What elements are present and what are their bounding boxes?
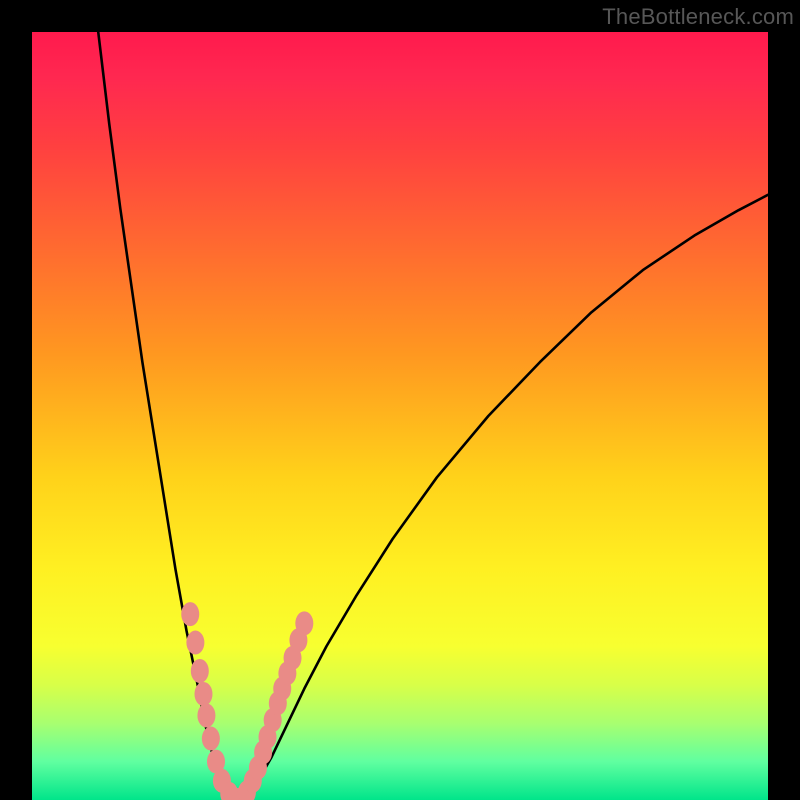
marker-point bbox=[202, 727, 220, 751]
marker-point bbox=[191, 659, 209, 683]
marker-point bbox=[181, 602, 199, 626]
marker-point bbox=[197, 704, 215, 728]
marker-point bbox=[194, 682, 212, 706]
plot-area bbox=[32, 32, 768, 800]
marker-point bbox=[186, 631, 204, 655]
border-right bbox=[768, 32, 800, 800]
chart-frame: TheBottleneck.com bbox=[0, 0, 800, 800]
curve-markers bbox=[181, 602, 313, 800]
marker-point bbox=[295, 611, 313, 635]
border-left bbox=[0, 32, 32, 800]
plot-svg bbox=[32, 32, 768, 800]
watermark-text: TheBottleneck.com bbox=[602, 4, 794, 30]
